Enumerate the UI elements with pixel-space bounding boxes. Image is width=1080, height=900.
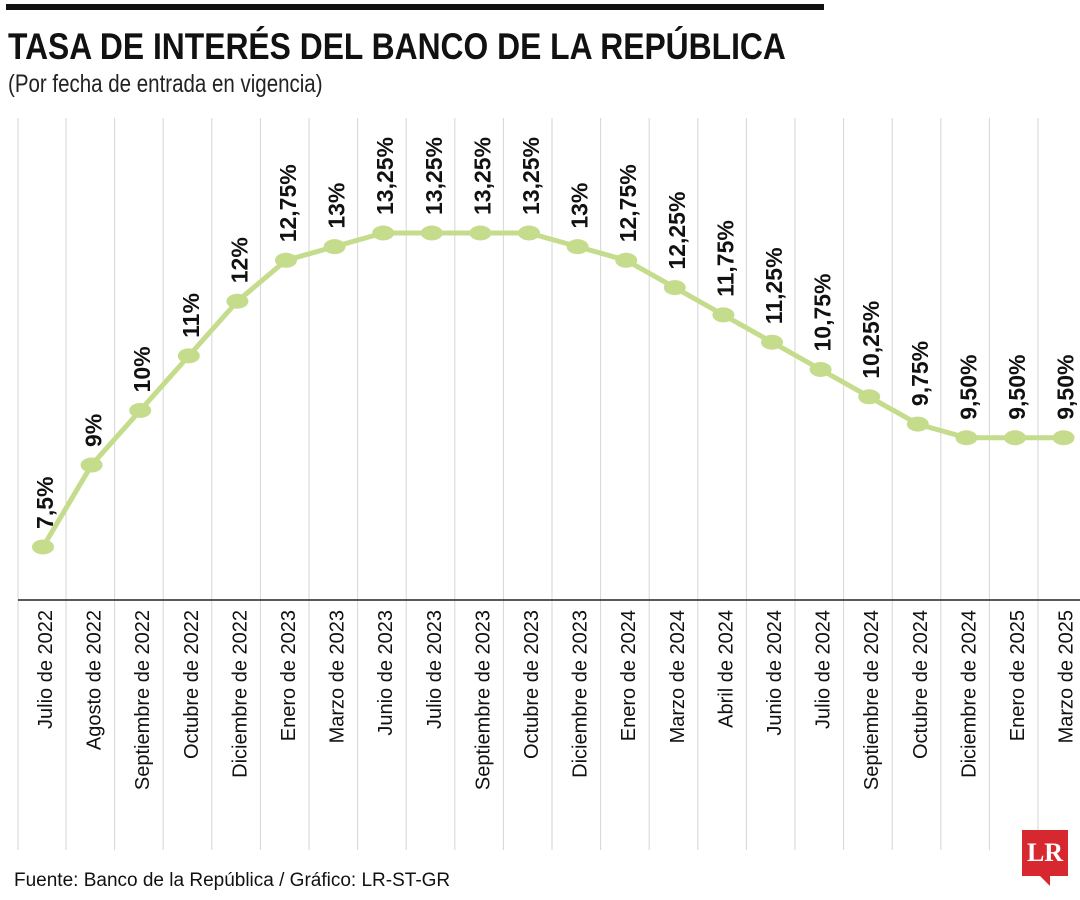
data-label: 13% [567,183,593,229]
data-point [518,225,540,241]
x-tick-label: Septiembre de 2022 [132,610,154,790]
data-point [275,252,297,268]
data-label: 12,75% [615,164,641,242]
data-label: 13% [324,183,350,229]
data-label: 11,25% [761,247,787,324]
data-point [566,239,589,255]
data-point [80,457,103,473]
data-point [858,389,881,405]
data-label: 11% [178,293,204,338]
data-point [226,293,249,309]
lr-logo-tail [1040,876,1050,886]
source-note: Fuente: Banco de la República / Gráfico:… [14,870,451,891]
data-point [469,225,492,241]
lr-logo: LR [1022,830,1068,876]
x-tick-label: Diciembre de 2024 [958,610,980,778]
data-label: 12% [226,237,252,283]
data-point [372,225,395,241]
series-line [40,230,1064,549]
chart-title: TASA DE INTERÉS DEL BANCO DE LA REPÚBLIC… [8,26,786,67]
chart-subtitle: (Por fecha de entrada en vigencia) [8,70,323,98]
data-point [906,416,929,432]
line-chart: 7,5% 9% 10% 11% 12% 12,75% 13% 13,25% 13,25% 13,2… [17,118,1080,850]
data-label: 9,50% [1053,355,1079,420]
x-tick-label: Junio de 2023 [375,610,397,736]
data-label: 10,75% [810,273,836,351]
data-labels: 7,5% 9% 10% 11% 12% 12,75% 13% 13,25% 13,25% 13,2… [32,137,1079,529]
data-point [1052,430,1075,446]
data-point [177,348,200,364]
x-tick-labels: Julio de 2022 Agosto de 2022 Septiembre de… [35,610,1078,790]
x-tick-label: Enero de 2025 [1007,610,1029,741]
x-tick-label: Julio de 2023 [424,610,446,729]
data-label: 13,25% [518,137,544,215]
x-tick-label: Julio de 2022 [35,610,57,729]
x-tick-label: Julio de 2024 [813,610,835,729]
data-point [761,334,783,350]
data-label: 7,5% [32,477,58,529]
data-label: 9% [81,414,107,447]
data-label: 9,75% [907,341,933,406]
data-points [32,225,1075,555]
data-point [32,539,54,555]
data-label: 13,25% [372,137,398,215]
data-point [712,307,735,323]
top-rule [6,4,824,10]
data-point [129,402,152,418]
x-tick-label: Enero de 2024 [618,610,640,741]
data-point [615,252,638,268]
x-tick-label: Diciembre de 2023 [570,610,592,778]
data-label: 10,25% [858,301,884,379]
x-tick-label: Marzo de 2023 [327,610,349,743]
data-point [323,239,346,255]
x-tick-label: Octubre de 2023 [521,610,543,759]
data-label: 13,25% [469,137,495,215]
data-point [663,280,686,296]
data-label: 12,75% [275,164,301,242]
x-tick-label: Abril de 2024 [715,610,737,728]
data-point [420,225,443,241]
x-tick-label: Diciembre de 2022 [229,610,251,778]
series [40,230,1064,549]
data-label: 11,75% [712,220,738,297]
x-tick-label: Junio de 2024 [764,610,786,736]
x-tick-label: Marzo de 2024 [667,610,689,743]
x-tick-label: Marzo de 2025 [1056,610,1078,743]
data-point [955,430,978,446]
x-tick-label: Septiembre de 2024 [861,610,883,790]
data-point [1004,430,1026,446]
data-label: 9,50% [1004,355,1030,420]
data-point [809,362,832,377]
x-tick-label: Octubre de 2024 [910,610,932,759]
data-label: 9,50% [955,355,981,420]
x-tick-label: Octubre de 2022 [181,610,203,759]
x-tick-label: Agosto de 2022 [84,610,106,750]
x-tick-label: Septiembre de 2023 [472,610,494,790]
data-label: 12,25% [664,192,690,270]
x-tick-label: Enero de 2023 [278,610,300,741]
data-label: 13,25% [421,137,447,215]
data-label: 10% [129,346,155,392]
